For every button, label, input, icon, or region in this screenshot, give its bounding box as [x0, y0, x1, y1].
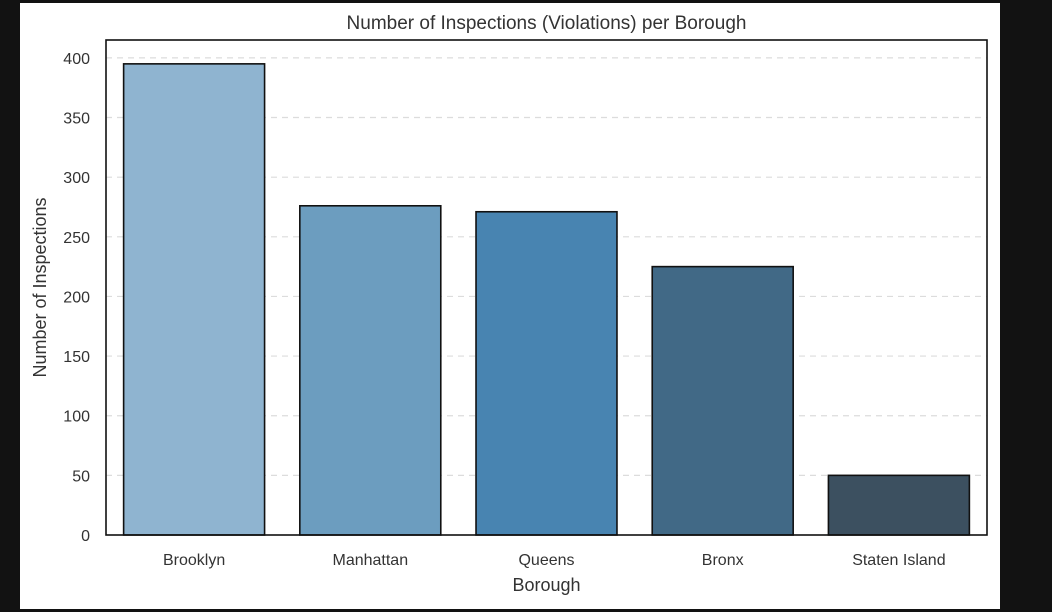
- x-axis-label: Borough: [512, 575, 580, 595]
- y-tick-label: 50: [72, 468, 90, 485]
- bars: [122, 63, 971, 536]
- y-axis-label: Number of Inspections: [30, 197, 50, 377]
- x-tick-label: Brooklyn: [163, 552, 225, 569]
- y-tick-label: 0: [81, 528, 90, 545]
- bar-manhattan: [299, 204, 442, 536]
- bar-queens: [475, 210, 618, 536]
- x-tick-label: Queens: [518, 552, 574, 569]
- bar-staten-island: [827, 474, 971, 536]
- x-tick-label: Bronx: [702, 552, 744, 569]
- y-tick-label: 200: [63, 289, 90, 306]
- x-ticks: Brooklyn Manhattan Queens Bronx Staten Islan…: [163, 552, 946, 569]
- y-ticks: 0 50 100 150 200 250 300 350 400: [63, 51, 90, 545]
- y-tick-label: 350: [63, 111, 90, 128]
- chart-title: Number of Inspections (Violations) per B…: [347, 13, 747, 34]
- y-tick-label: 150: [63, 349, 90, 366]
- y-tick-label: 100: [63, 409, 90, 426]
- x-tick-label: Manhattan: [332, 552, 408, 569]
- x-tick-label: Staten Island: [852, 552, 945, 569]
- plot-frame: [105, 39, 988, 536]
- y-tick-label: 400: [63, 51, 90, 68]
- bar-brooklyn: [122, 63, 266, 536]
- bar-bronx: [651, 265, 794, 536]
- y-tick-label: 250: [63, 230, 90, 247]
- y-tick-label: 300: [63, 170, 90, 187]
